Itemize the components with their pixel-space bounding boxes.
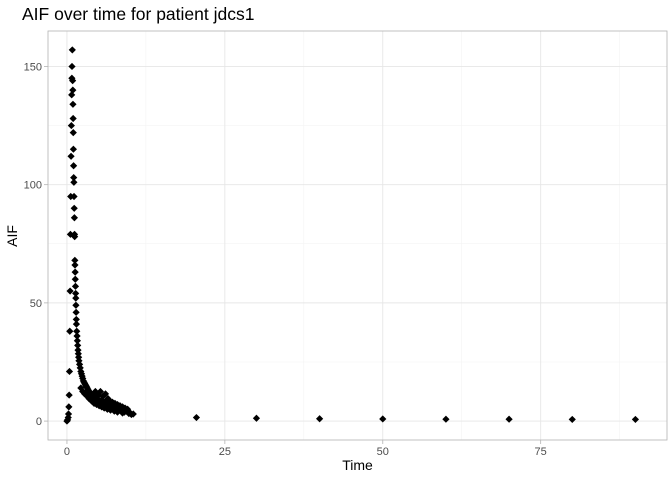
data-point <box>69 100 77 108</box>
data-point <box>72 320 81 328</box>
data-point <box>73 337 81 345</box>
data-point <box>65 403 73 411</box>
data-point <box>74 341 82 350</box>
data-point <box>127 410 135 419</box>
data-point <box>74 346 82 354</box>
data-point <box>67 121 75 130</box>
data-point <box>69 86 77 94</box>
data-point <box>75 357 83 365</box>
data-point <box>109 404 117 412</box>
data-point <box>102 397 110 405</box>
data-point <box>66 287 74 295</box>
data-point <box>442 415 450 423</box>
data-point <box>93 400 101 409</box>
data-point <box>70 178 78 186</box>
data-point <box>69 114 77 123</box>
x-tick-label: 75 <box>535 446 547 458</box>
data-point <box>68 62 76 71</box>
data-point <box>98 396 106 404</box>
data-point <box>66 327 74 335</box>
data-point <box>96 387 105 396</box>
data-point <box>73 332 81 340</box>
chart-title: AIF over time for patient jdcs1 <box>22 4 254 24</box>
data-point <box>65 367 74 376</box>
data-point <box>71 256 79 264</box>
y-tick-label: 50 <box>30 298 42 310</box>
data-point <box>72 315 80 324</box>
data-point <box>71 275 79 283</box>
data-point <box>100 404 108 412</box>
data-point <box>123 405 132 413</box>
data-point <box>72 289 80 298</box>
data-point <box>73 327 81 335</box>
data-point <box>75 360 84 368</box>
x-tick-label: 0 <box>64 446 70 458</box>
major-gridlines <box>48 31 667 440</box>
data-point <box>69 162 78 170</box>
x-axis: 0 25 50 75 <box>64 440 547 458</box>
y-tick-label: 100 <box>24 180 42 192</box>
data-point <box>379 415 387 423</box>
y-tick-label: 0 <box>36 416 42 428</box>
data-point <box>505 415 513 423</box>
y-axis: 0 50 100 150 <box>24 61 48 428</box>
data-point <box>316 415 324 423</box>
data-point <box>69 145 77 153</box>
data-point <box>631 415 640 424</box>
data-point <box>103 405 111 413</box>
data-point <box>70 192 78 201</box>
data-point <box>64 410 73 418</box>
data-point <box>72 308 80 316</box>
data-point <box>71 268 79 276</box>
data-point <box>79 387 87 396</box>
data-point <box>192 413 201 422</box>
y-tick-label: 150 <box>24 61 42 73</box>
data-point <box>113 406 121 414</box>
data-point <box>104 395 112 403</box>
data-point <box>95 402 103 410</box>
data-point <box>72 301 80 309</box>
data-point <box>69 77 77 85</box>
y-axis-title: AIF <box>4 225 20 247</box>
data-point <box>106 406 115 414</box>
data-point <box>108 398 117 406</box>
x-axis-title: Time <box>342 457 373 473</box>
data-point <box>66 230 75 238</box>
data-point <box>77 384 85 392</box>
data-point <box>117 406 125 415</box>
data-points <box>63 46 640 425</box>
data-point <box>91 387 99 396</box>
data-point <box>65 391 73 399</box>
plot-panel <box>47 30 668 441</box>
data-point <box>71 282 80 290</box>
data-point <box>121 404 129 412</box>
data-point <box>69 129 77 137</box>
data-point <box>68 46 76 54</box>
data-point <box>70 173 78 182</box>
data-point <box>67 152 75 160</box>
x-tick-label: 50 <box>377 446 389 458</box>
data-point <box>90 399 98 407</box>
data-point <box>70 214 79 222</box>
data-point <box>568 415 576 424</box>
data-point <box>71 233 79 241</box>
data-point <box>252 414 261 422</box>
x-tick-label: 25 <box>219 446 231 458</box>
data-point <box>72 294 80 302</box>
data-point <box>74 350 82 358</box>
data-point <box>101 390 110 398</box>
data-point <box>82 389 90 397</box>
data-point <box>111 399 119 407</box>
data-point <box>89 396 97 404</box>
minor-gridlines <box>48 31 667 440</box>
data-point <box>113 400 122 409</box>
data-point <box>70 204 78 212</box>
data-point <box>71 261 79 269</box>
